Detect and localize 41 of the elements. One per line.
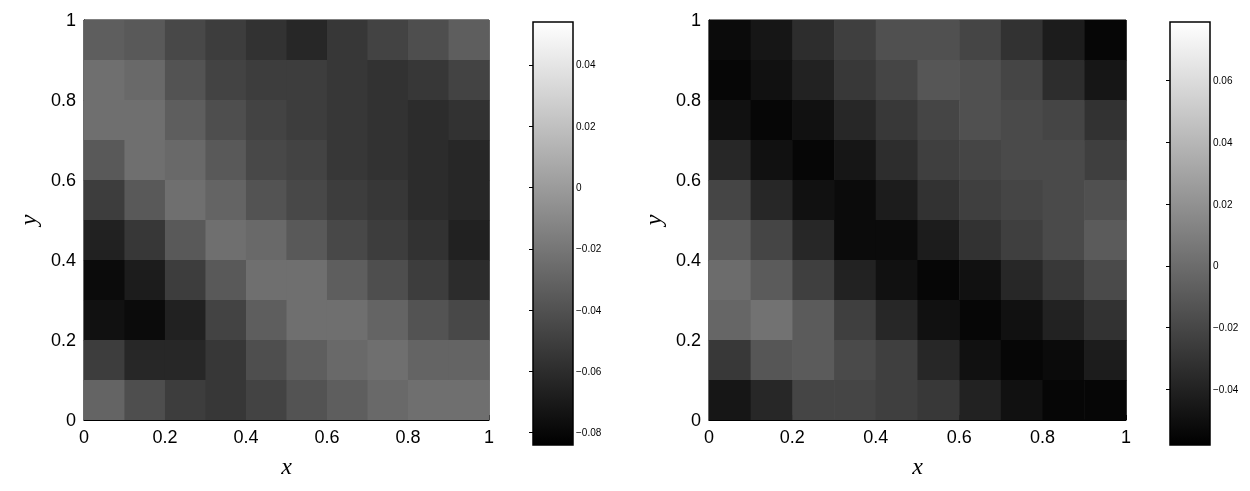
color-bar-label: −0.08	[576, 427, 602, 439]
color-bar-label: −0.06	[576, 365, 602, 377]
x-tick-label: 0	[78, 427, 89, 447]
color-bar-label: −0.02	[576, 243, 602, 255]
x-tick-label: 0.6	[946, 427, 972, 447]
color-bar-label: 0.04	[576, 59, 596, 71]
color-bar-label: 0.06	[1213, 75, 1233, 87]
x-tick-label: 0.2	[152, 427, 178, 447]
color-bar-label: 0	[576, 182, 582, 194]
y-tick-label: 0	[65, 410, 76, 430]
y-tick-label: 0.6	[50, 170, 76, 190]
color-bar-label: −0.04	[576, 304, 602, 316]
color-bar-label: 0.04	[1213, 136, 1233, 148]
x-axis-title: x	[911, 453, 924, 479]
y-tick-label: 0.2	[50, 330, 76, 350]
x-tick-label: 0.2	[779, 427, 805, 447]
x-tick-label: 0.8	[395, 427, 421, 447]
y-tick-label: 0.6	[675, 170, 701, 190]
color-bar-label: 0.02	[1213, 198, 1233, 210]
x-tick-label: 0.4	[233, 427, 259, 447]
x-axis-title: x	[280, 453, 293, 479]
y-tick-label: 0.4	[50, 250, 76, 270]
x-tick-label: 0.8	[1030, 427, 1056, 447]
y-axis-title: y	[640, 214, 666, 228]
color-bar-label: −0.02	[1213, 322, 1239, 334]
color-bar-label: 0.02	[576, 120, 596, 132]
x-tick-label: 0.6	[314, 427, 340, 447]
y-axis-title: y	[15, 214, 41, 228]
y-tick-label: 0.4	[675, 250, 701, 270]
x-tick-label: 1	[1120, 427, 1132, 447]
y-tick-label: 1	[690, 10, 701, 30]
x-tick-label: 0	[703, 427, 714, 447]
color-bar-label: −0.04	[1213, 383, 1239, 395]
color-bar-label: 0	[1213, 260, 1219, 272]
y-tick-label: 0.8	[50, 90, 76, 110]
y-tick-label: 0	[690, 410, 701, 430]
y-tick-label: 0.2	[675, 330, 701, 350]
y-tick-label: 1	[65, 10, 76, 30]
x-tick-label: 0.4	[863, 427, 889, 447]
x-tick-label: 1	[483, 427, 495, 447]
y-tick-label: 0.8	[675, 90, 701, 110]
